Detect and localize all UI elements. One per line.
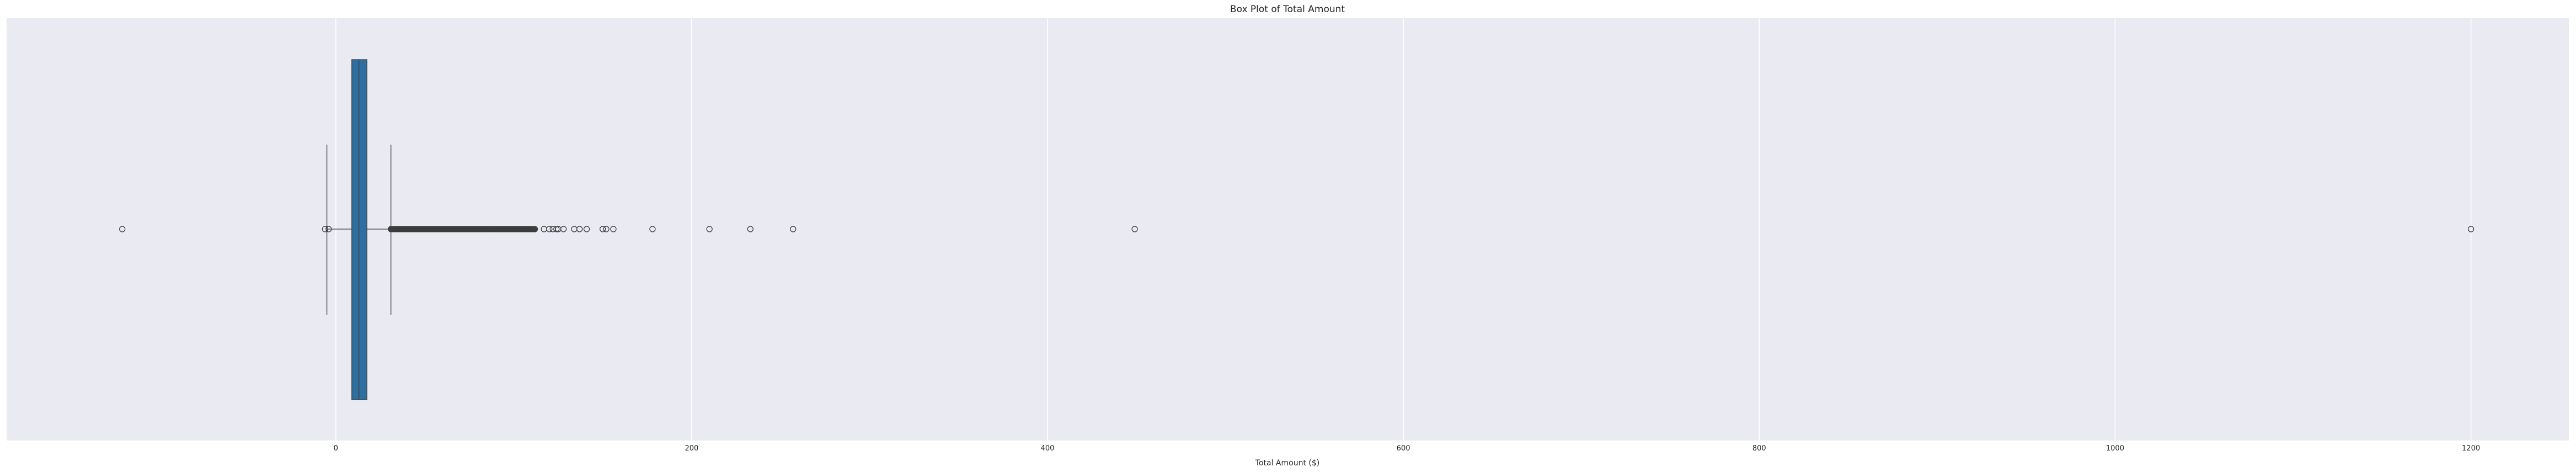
outlier-16 — [706, 226, 713, 232]
outlier-10 — [576, 226, 583, 232]
outlier-4 — [546, 226, 553, 232]
x-tick-label-400: 400 — [1041, 444, 1055, 453]
outlier-1 — [322, 226, 329, 232]
x-axis-label: Total Amount ($) — [1255, 459, 1319, 468]
outlier-14 — [610, 226, 617, 232]
x-tick-label-800: 800 — [1752, 444, 1766, 453]
x-tick-label-200: 200 — [685, 444, 698, 453]
outlier-13 — [603, 226, 610, 232]
outlier-12 — [599, 226, 606, 232]
outlier-19 — [1131, 226, 1138, 232]
outlier-6 — [553, 226, 560, 232]
outlier-20 — [2467, 226, 2475, 232]
outlier-18 — [790, 226, 797, 232]
outlier-15 — [649, 226, 656, 232]
x-tick-label-1000: 1000 — [2106, 444, 2124, 453]
outlier-2 — [325, 226, 332, 232]
x-axis-ticks: 0 200 400 600 800 1000 1200 — [334, 444, 2481, 453]
outlier-0 — [119, 226, 126, 232]
outlier-dense-231 — [531, 226, 538, 232]
outlier-11 — [583, 226, 590, 232]
outlier-17 — [747, 226, 753, 232]
x-tick-label-600: 600 — [1397, 444, 1410, 453]
box-iqr — [351, 59, 367, 400]
outlier-points — [119, 226, 2475, 232]
grid-lines — [335, 18, 2472, 441]
chart-title: Box Plot of Total Amount — [1230, 4, 1345, 15]
x-tick-label-1200: 1200 — [2462, 444, 2480, 453]
outlier-8 — [560, 226, 567, 232]
x-tick-label-0: 0 — [334, 444, 338, 453]
